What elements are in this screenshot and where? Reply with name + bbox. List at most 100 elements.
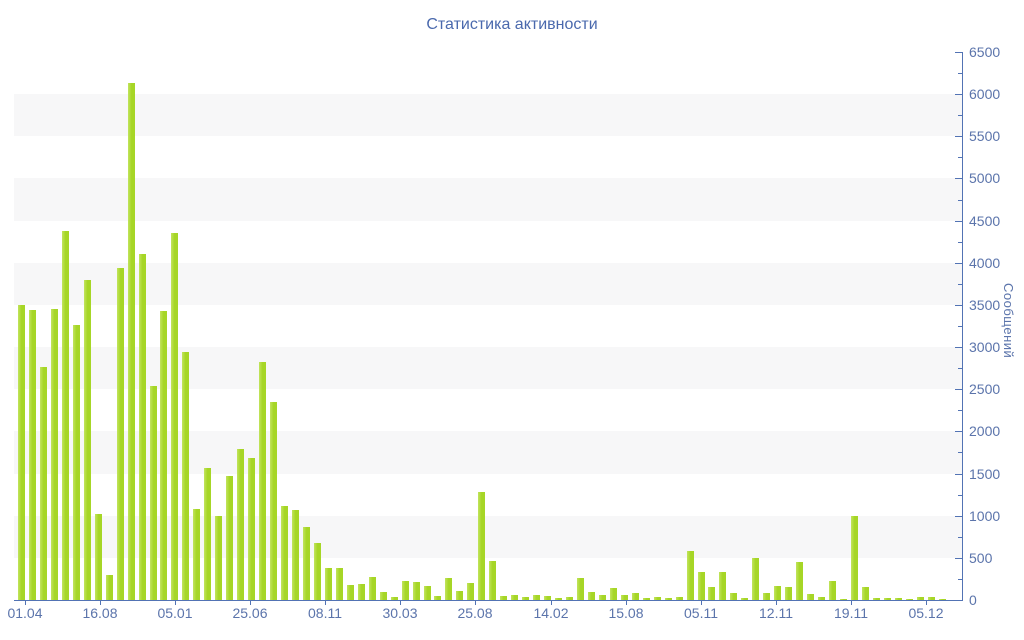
bar[interactable]: [182, 352, 190, 600]
bar[interactable]: [587, 592, 595, 600]
bar[interactable]: [642, 598, 650, 600]
bar[interactable]: [522, 597, 530, 600]
bar[interactable]: [785, 587, 793, 600]
y-tick: [958, 537, 962, 538]
y-tick-label: 0: [969, 592, 977, 608]
bar[interactable]: [774, 586, 782, 600]
bar[interactable]: [346, 585, 354, 600]
bar[interactable]: [259, 362, 267, 600]
bar[interactable]: [664, 598, 672, 600]
bar[interactable]: [445, 578, 453, 600]
bar[interactable]: [105, 575, 113, 600]
bar[interactable]: [335, 568, 343, 600]
bar[interactable]: [511, 595, 519, 600]
x-tick-label: 15.08: [608, 605, 644, 621]
bar[interactable]: [302, 527, 310, 600]
bar[interactable]: [270, 402, 278, 600]
x-tick: [175, 601, 176, 605]
bar[interactable]: [609, 588, 617, 600]
bar[interactable]: [566, 597, 573, 600]
bar[interactable]: [28, 310, 36, 600]
bar[interactable]: [850, 516, 858, 600]
bar[interactable]: [500, 596, 508, 600]
bar[interactable]: [861, 587, 869, 600]
bar[interactable]: [50, 309, 58, 600]
bar[interactable]: [905, 599, 913, 600]
bar[interactable]: [927, 597, 935, 600]
bar[interactable]: [489, 561, 497, 600]
bar[interactable]: [598, 595, 606, 600]
bar[interactable]: [653, 597, 661, 600]
bar[interactable]: [379, 592, 387, 600]
bar[interactable]: [412, 582, 420, 600]
y-tick: [955, 558, 962, 559]
bar[interactable]: [576, 578, 584, 600]
bar[interactable]: [796, 562, 804, 600]
bar[interactable]: [215, 516, 223, 600]
bar[interactable]: [872, 598, 880, 600]
bar[interactable]: [686, 551, 694, 600]
x-tick: [776, 601, 777, 605]
y-tick: [958, 200, 962, 201]
bar[interactable]: [675, 597, 683, 600]
bar[interactable]: [368, 577, 376, 600]
bar[interactable]: [807, 594, 815, 600]
bar[interactable]: [127, 83, 135, 600]
bar[interactable]: [533, 595, 541, 600]
bar[interactable]: [72, 325, 80, 600]
bar[interactable]: [204, 468, 212, 600]
x-tick-label: 25.06: [232, 605, 268, 621]
bar[interactable]: [248, 458, 256, 600]
bar[interactable]: [818, 597, 826, 600]
bar[interactable]: [434, 596, 442, 600]
bar[interactable]: [39, 367, 47, 600]
bar[interactable]: [840, 599, 847, 600]
bar[interactable]: [544, 596, 552, 600]
bar[interactable]: [83, 280, 91, 600]
bar[interactable]: [916, 597, 924, 600]
bar[interactable]: [226, 476, 234, 600]
bar[interactable]: [313, 543, 321, 600]
bar[interactable]: [324, 568, 332, 600]
bar[interactable]: [149, 386, 157, 600]
bar[interactable]: [18, 305, 25, 600]
bar[interactable]: [94, 514, 102, 600]
bar[interactable]: [467, 583, 475, 600]
bar[interactable]: [741, 598, 749, 600]
x-tick: [701, 601, 702, 605]
x-tick-label: 19.11: [834, 605, 868, 621]
bar[interactable]: [116, 268, 124, 600]
bar[interactable]: [357, 584, 365, 600]
y-tick: [955, 94, 962, 95]
y-tick: [958, 495, 962, 496]
bar[interactable]: [730, 593, 738, 600]
bar[interactable]: [390, 597, 398, 600]
bar[interactable]: [894, 598, 902, 600]
bar[interactable]: [193, 509, 201, 600]
bar[interactable]: [883, 598, 891, 600]
bar[interactable]: [620, 595, 628, 600]
bar[interactable]: [555, 598, 563, 600]
bar[interactable]: [938, 599, 946, 600]
bar[interactable]: [138, 254, 146, 600]
bar[interactable]: [160, 311, 168, 600]
bar[interactable]: [423, 586, 431, 600]
bar[interactable]: [719, 572, 727, 600]
bar[interactable]: [763, 593, 771, 600]
y-tick-label: 2500: [969, 381, 1001, 397]
x-tick-label: 14.02: [533, 605, 569, 621]
bar[interactable]: [292, 510, 299, 600]
bar[interactable]: [456, 591, 464, 600]
bar[interactable]: [61, 231, 69, 600]
bar[interactable]: [631, 593, 639, 600]
bar[interactable]: [281, 506, 289, 600]
bar[interactable]: [708, 587, 716, 600]
bar[interactable]: [697, 572, 705, 600]
bar[interactable]: [401, 581, 409, 600]
bar[interactable]: [829, 581, 837, 600]
x-tick-label: 05.11: [684, 605, 718, 621]
bar[interactable]: [478, 492, 486, 600]
bar[interactable]: [752, 558, 760, 600]
bar[interactable]: [237, 449, 245, 600]
bar[interactable]: [171, 233, 179, 600]
